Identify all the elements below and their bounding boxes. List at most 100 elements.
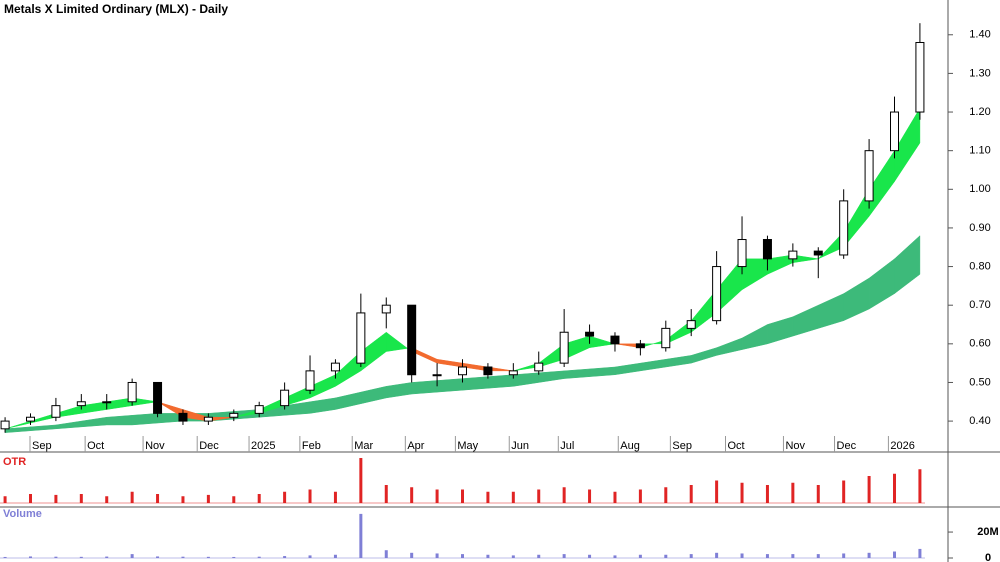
- slow-band: [792, 304, 819, 337]
- bar: [562, 487, 566, 503]
- bar: [511, 491, 515, 503]
- bar: [206, 556, 210, 558]
- candle-body: [178, 412, 188, 422]
- slow-band: [538, 370, 565, 383]
- slow-band: [386, 382, 412, 399]
- slow-band: [563, 368, 590, 379]
- y-tick-label: 0: [985, 552, 991, 562]
- candle-body: [254, 405, 264, 414]
- slow-band: [411, 380, 438, 395]
- candle-body: [915, 41, 925, 113]
- candle-body: [381, 304, 391, 314]
- candle-body: [76, 401, 86, 407]
- candle-body: [483, 366, 493, 376]
- bar: [28, 494, 32, 503]
- candle-body: [356, 312, 366, 364]
- candle-body: [229, 412, 239, 418]
- bar: [333, 554, 337, 558]
- candle-body: [788, 250, 798, 260]
- candle-body: [0, 420, 10, 430]
- slow-band: [614, 362, 641, 376]
- candle-body: [686, 320, 696, 329]
- candle-body: [407, 304, 417, 376]
- bar: [562, 554, 566, 558]
- slow-band: [30, 424, 57, 432]
- slow-band: [640, 358, 667, 372]
- bar: [105, 556, 109, 558]
- bar: [283, 556, 287, 558]
- y-tick-label: 0.70: [969, 299, 990, 311]
- candle-body: [305, 370, 315, 391]
- bar: [181, 496, 185, 503]
- candle-body: [559, 331, 569, 364]
- x-tick-label: Aug: [620, 440, 640, 452]
- candle-body: [534, 362, 544, 372]
- bar: [842, 553, 846, 558]
- bar: [384, 550, 388, 558]
- bar: [765, 485, 769, 503]
- slow-band: [589, 366, 616, 377]
- y-tick-label: 20M: [977, 526, 998, 538]
- candle-body: [635, 343, 645, 349]
- candle-body: [890, 111, 900, 152]
- x-tick-label: Sep: [672, 440, 692, 452]
- bar: [308, 489, 312, 503]
- slow-band: [55, 420, 82, 430]
- bar: [893, 551, 897, 558]
- candle-body: [127, 381, 137, 403]
- candle-body: [712, 266, 722, 322]
- candle-body: [432, 374, 442, 377]
- y-tick-label: 0.50: [969, 376, 990, 388]
- bar: [384, 485, 388, 503]
- y-tick-label: 0.90: [969, 222, 990, 234]
- slow-band: [690, 347, 717, 364]
- panel-title: OTR: [3, 456, 26, 468]
- candle-body: [737, 239, 747, 268]
- bar: [816, 485, 820, 503]
- bar: [893, 473, 897, 503]
- bar: [359, 458, 363, 503]
- bar: [638, 489, 642, 503]
- bar: [715, 480, 719, 503]
- bar: [54, 494, 58, 503]
- bar: [410, 487, 414, 503]
- panel-title: Volume: [3, 508, 42, 520]
- bar: [664, 554, 668, 558]
- x-tick-label: Nov: [785, 440, 805, 452]
- candle-body: [864, 150, 874, 202]
- slow-band: [818, 293, 844, 329]
- y-tick-label: 1.40: [969, 29, 990, 41]
- bar: [689, 554, 693, 558]
- bar: [232, 556, 236, 558]
- bar: [79, 556, 83, 558]
- y-tick-label: 1.20: [969, 106, 990, 118]
- y-tick-label: 1.30: [969, 67, 990, 79]
- candle-body: [458, 366, 467, 376]
- candle-body: [839, 200, 849, 256]
- bar: [613, 555, 617, 558]
- x-tick-label: 2025: [251, 440, 275, 452]
- slow-band: [360, 386, 387, 405]
- bar: [664, 487, 668, 503]
- slow-band: [335, 391, 362, 410]
- y-tick-label: 0.40: [969, 415, 990, 427]
- x-tick-label: Feb: [302, 440, 321, 452]
- slow-band: [741, 324, 768, 350]
- candle-body: [330, 362, 340, 372]
- bar: [3, 556, 7, 558]
- bar: [410, 552, 414, 558]
- slow-band: [81, 416, 107, 428]
- bar: [283, 491, 287, 503]
- bar: [740, 553, 744, 558]
- slow-band: [716, 337, 743, 356]
- y-tick-label: 1.00: [969, 183, 990, 195]
- bar: [257, 556, 261, 558]
- slow-band: [309, 397, 336, 414]
- bar: [791, 482, 795, 503]
- slow-band: [131, 413, 158, 426]
- candle-body: [508, 370, 518, 376]
- slow-band: [868, 258, 895, 310]
- bar: [511, 555, 515, 558]
